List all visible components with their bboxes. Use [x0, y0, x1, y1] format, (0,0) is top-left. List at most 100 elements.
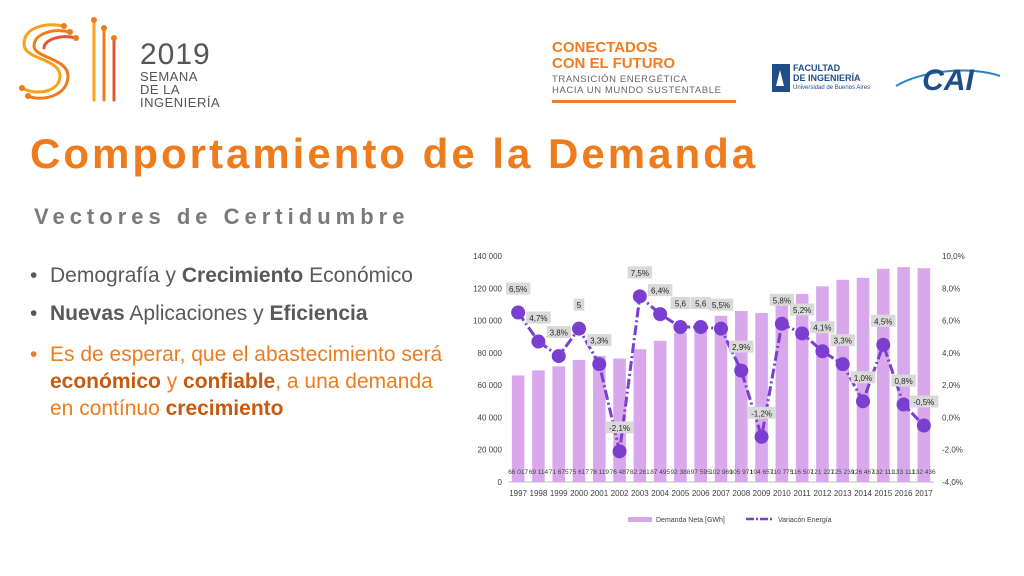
x-tick-label: 1999 — [550, 489, 568, 498]
bullet-dot: • — [30, 302, 38, 325]
semana-ingenieria-logo-icon — [19, 17, 117, 102]
bar-data-label: 105 971 — [730, 469, 754, 476]
y2-tick-label: 6,0% — [942, 317, 960, 326]
bullet-demografia: • Demografía y Crecimiento Económico — [30, 262, 450, 289]
bullet-bold: económico — [50, 370, 161, 393]
y-tick-label: 120 000 — [473, 284, 502, 293]
bar-data-label: 69 114 — [529, 469, 549, 476]
bullet-abastecimiento: • Es de esperar, que el abastecimiento s… — [30, 341, 450, 422]
cai-logo-icon: CAI — [895, 64, 1001, 97]
line-point — [511, 305, 526, 320]
bullet-dot: • — [30, 264, 38, 287]
line-data-label: 3,3% — [590, 337, 608, 346]
bar-data-label: 104 657 — [750, 469, 774, 476]
bar — [674, 332, 687, 482]
y2-tick-label: 8,0% — [942, 284, 960, 293]
x-tick-label: 2013 — [834, 489, 852, 498]
x-tick-label: 2011 — [794, 489, 812, 498]
y2-tick-label: 4,0% — [942, 349, 960, 358]
brand-year: 2019 — [140, 38, 211, 71]
line-label-box — [747, 406, 777, 419]
y-tick-label: 60 000 — [478, 381, 503, 390]
bar-data-label: 71 675 — [549, 469, 569, 476]
bar — [633, 349, 647, 482]
bar-data-label: 92 388 — [670, 469, 690, 476]
line-data-label: -0,5% — [913, 398, 934, 407]
line-data-label: 4,7% — [529, 314, 547, 323]
x-tick-label: 2005 — [672, 489, 690, 498]
line-label-box — [708, 298, 734, 311]
faculty-logo-icon — [772, 64, 790, 92]
bullet-bold: confiable — [183, 370, 276, 393]
bar-data-label: 75 617 — [569, 469, 589, 476]
x-tick-label: 2002 — [611, 489, 629, 498]
y2-tick-label: 0,0% — [942, 413, 960, 422]
line-point — [632, 289, 647, 304]
bullet-bold: Nuevas — [50, 302, 125, 325]
line-label-box — [830, 334, 855, 347]
line-data-label: 3,3% — [834, 337, 852, 346]
bar — [552, 366, 566, 482]
campaign-line-1: CONECTADOS — [552, 39, 658, 56]
cai-logo-text: CAI — [922, 64, 974, 97]
line-label-box — [729, 340, 754, 353]
y2-tick-label: -2,0% — [942, 446, 963, 455]
line-label-box — [909, 395, 939, 408]
line-data-label: -1,2% — [751, 409, 772, 418]
line-label-box — [526, 311, 551, 324]
slide-title: Comportamiento de la Demanda — [30, 130, 759, 177]
campaign-line-2: CON EL FUTURO — [552, 55, 676, 72]
line-point — [653, 307, 668, 322]
legend-label-line: Variacón Energía — [778, 517, 832, 524]
campaign-title: CONECTADOS CON EL FUTURO — [552, 40, 675, 72]
bar-data-label: 87 495 — [650, 469, 670, 476]
campaign-divider — [552, 100, 736, 103]
line-data-label: 0,8% — [894, 377, 912, 386]
line-label-box — [505, 282, 531, 295]
bar — [734, 310, 748, 482]
line-point — [693, 320, 708, 335]
bullet-text: , a una demanda en contínuo — [50, 370, 433, 420]
line-data-label: 5,6 — [695, 300, 707, 309]
bar-data-label: 121 227 — [811, 469, 835, 476]
line-label-box — [810, 321, 835, 334]
line-point — [876, 337, 891, 352]
demand-chart: 0 20 000 40 000 60 000 80 000 100 000 120 000 1… — [473, 252, 965, 524]
line-data-label: 5,8% — [773, 296, 791, 305]
bar-data-label: 66 017 — [508, 469, 528, 476]
line-label-box — [690, 297, 711, 310]
x-tick-label: 2015 — [874, 489, 892, 498]
line-point — [592, 357, 607, 372]
line-point — [795, 326, 810, 341]
brand-line-2: DE LA — [140, 82, 181, 97]
faculty-line-2: DE INGENIERÍA — [793, 73, 861, 83]
brand-line-3: INGENIERÍA — [140, 95, 221, 110]
y-tick-label: 20 000 — [478, 446, 503, 455]
bar — [876, 268, 890, 482]
line-point — [572, 321, 586, 336]
line-point — [916, 418, 931, 433]
line-point — [673, 320, 688, 335]
line-label-box — [573, 298, 585, 311]
line-label-box — [605, 421, 635, 434]
line-label-box — [789, 303, 815, 316]
x-tick-label: 1998 — [530, 489, 548, 498]
bar — [755, 313, 768, 482]
bar-data-label: 102 969 — [709, 469, 733, 476]
line-label-box — [871, 314, 896, 327]
x-tick-label: 1997 — [509, 489, 527, 498]
line-point — [531, 334, 546, 349]
bullet-list: • Demografía y Crecimiento Económico • N… — [30, 262, 450, 433]
legend-swatch-bar — [628, 517, 652, 522]
line-data-label: 6,4% — [651, 287, 669, 296]
line-data-label: 4,5% — [874, 317, 892, 326]
line-data-label: -2,1% — [609, 424, 630, 433]
x-tick-label: 2003 — [631, 489, 649, 498]
line-data-label: 7,5% — [631, 269, 649, 278]
campaign-sub-1: TRANSICIÓN ENERGÉTICA — [552, 74, 688, 85]
y-tick-label: 100 000 — [473, 317, 502, 326]
legend-label-bar: Demanda Neta [GWh] — [656, 517, 725, 524]
faculty-subtitle: Universidad de Buenos Aires — [793, 85, 871, 91]
bar-data-label: 132 111 — [872, 469, 895, 476]
line-data-label: 6,5% — [509, 285, 527, 294]
